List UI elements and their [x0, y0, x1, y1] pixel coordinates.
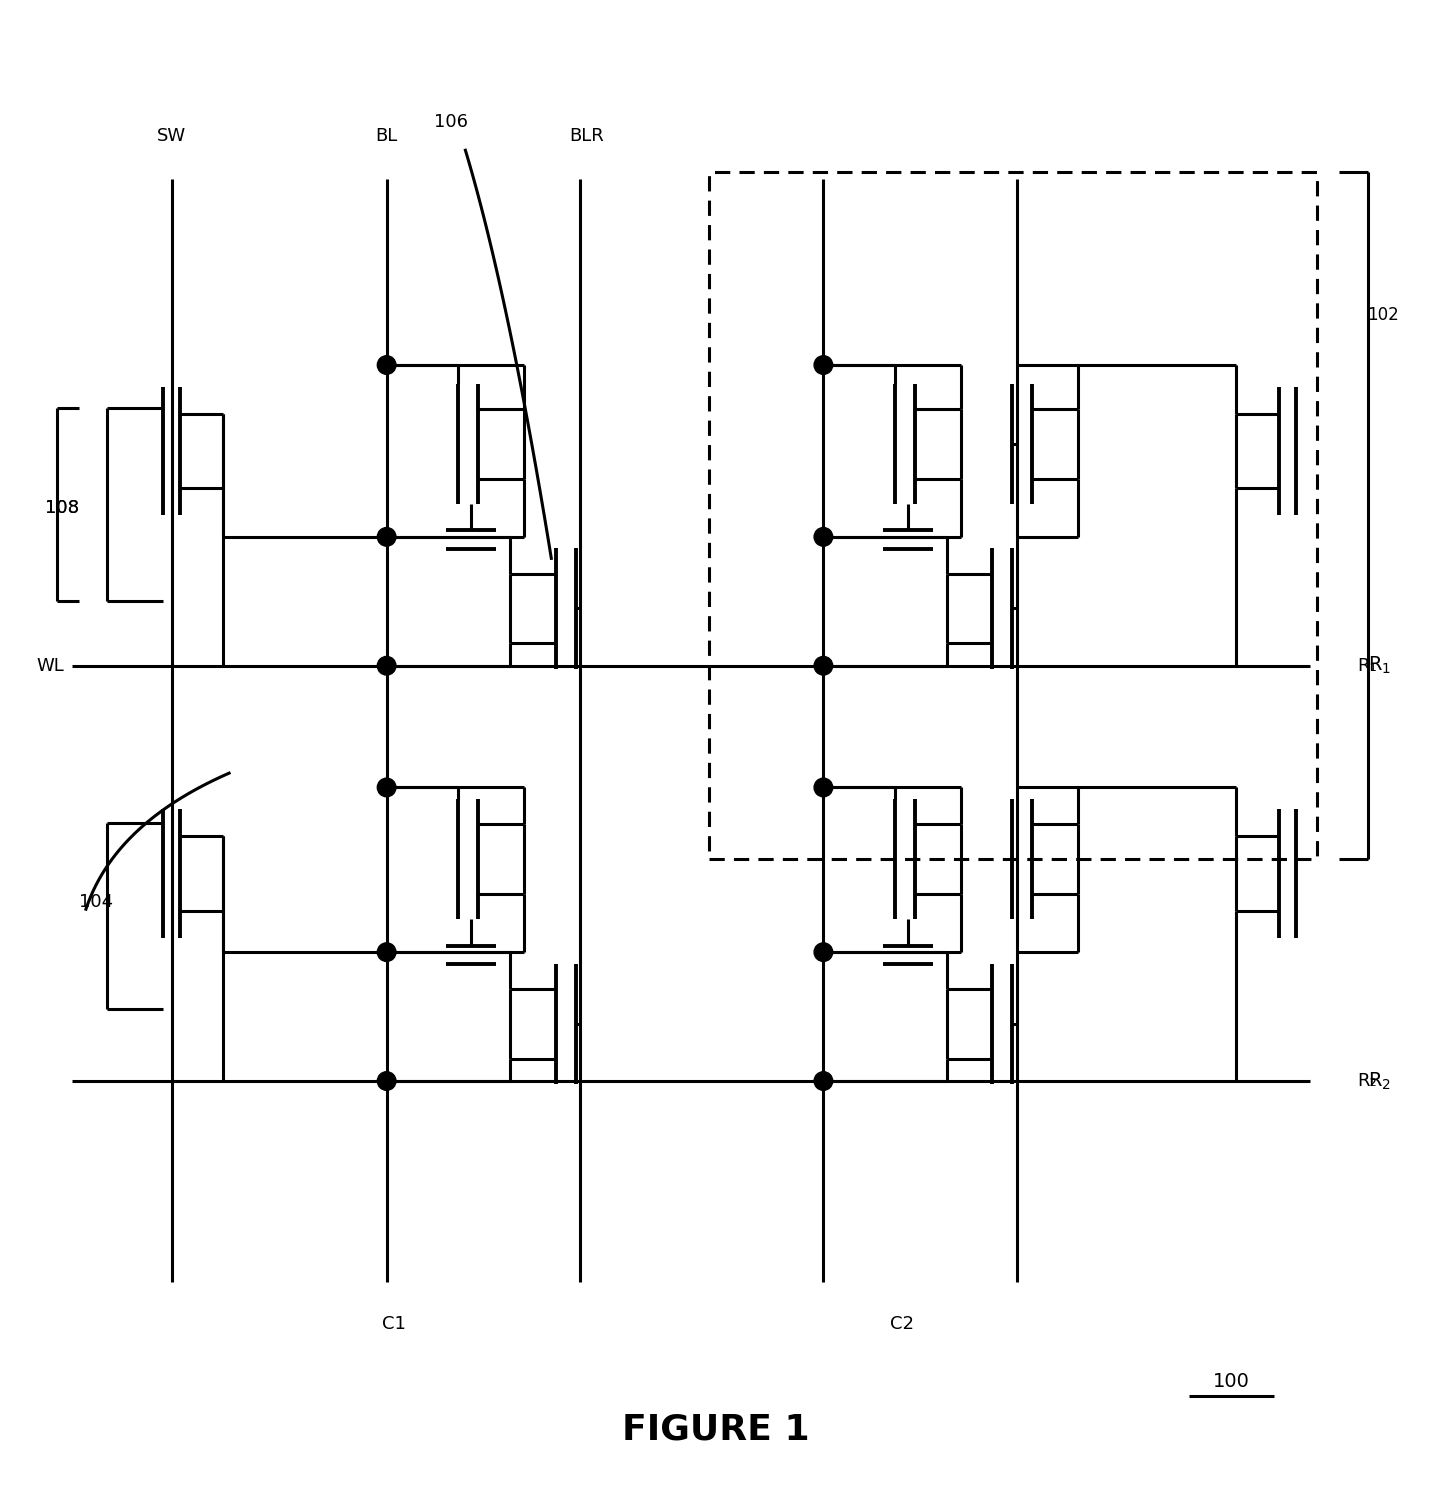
- Text: 108: 108: [44, 499, 79, 517]
- Circle shape: [378, 779, 395, 797]
- Text: 100: 100: [1214, 1373, 1249, 1391]
- Circle shape: [378, 1072, 395, 1090]
- Text: R₂: R₂: [1358, 1072, 1378, 1090]
- Text: 100: 100: [1213, 1373, 1250, 1391]
- Bar: [709, 171, 1317, 859]
- Text: 102: 102: [1368, 305, 1399, 325]
- Text: BL: BL: [375, 127, 398, 144]
- Text: R$_1$: R$_1$: [1368, 655, 1390, 676]
- Text: WL: WL: [37, 657, 64, 675]
- Text: FIGURE 1: FIGURE 1: [621, 1412, 811, 1446]
- Circle shape: [378, 356, 395, 374]
- Circle shape: [378, 943, 395, 962]
- Circle shape: [378, 657, 395, 675]
- Text: R₁: R₁: [1358, 657, 1378, 675]
- Text: BLR: BLR: [570, 127, 604, 144]
- Circle shape: [813, 1072, 833, 1090]
- Text: 106: 106: [434, 113, 468, 131]
- Text: SW: SW: [158, 127, 186, 144]
- Text: C2: C2: [891, 1315, 914, 1334]
- Circle shape: [813, 779, 833, 797]
- Circle shape: [813, 356, 833, 374]
- Circle shape: [378, 527, 395, 546]
- Text: R$_2$: R$_2$: [1368, 1071, 1390, 1091]
- Text: 108: 108: [44, 499, 79, 517]
- Text: C1: C1: [382, 1315, 405, 1334]
- Circle shape: [813, 527, 833, 546]
- Text: 104: 104: [79, 893, 113, 911]
- Circle shape: [813, 657, 833, 675]
- Circle shape: [813, 943, 833, 962]
